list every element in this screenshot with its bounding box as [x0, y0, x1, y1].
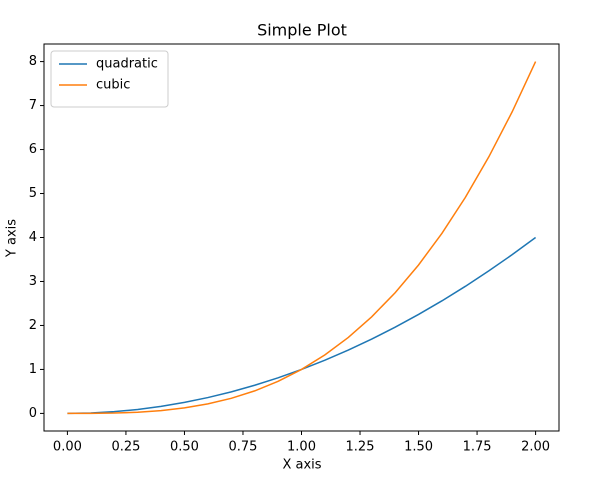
y-axis-label: Y axis — [5, 219, 20, 258]
x-tick-label: 0.50 — [170, 440, 199, 455]
y-tick-label: 2 — [29, 318, 37, 333]
x-tick-label: 1.25 — [346, 440, 375, 455]
x-tick-label: 0.25 — [111, 440, 140, 455]
y-tick-label: 6 — [29, 142, 37, 157]
x-axis-label: X axis — [282, 458, 321, 473]
x-tick-label: 1.50 — [404, 440, 433, 455]
legend-box — [50, 50, 169, 108]
y-tick-label: 1 — [29, 362, 37, 377]
line-series — [67, 61, 537, 415]
y-tick-label: 0 — [29, 406, 37, 421]
x-tick-label: 2.00 — [521, 440, 550, 455]
y-tick-label: 5 — [29, 186, 37, 201]
chart-title: Simple Plot — [257, 21, 347, 40]
y-tick-label: 7 — [29, 98, 37, 113]
plot-frame — [43, 43, 560, 432]
x-tick-label: 0.00 — [53, 440, 82, 455]
y-tick-label: 3 — [29, 274, 37, 289]
legend-label: cubic — [96, 78, 130, 93]
x-tick-label: 1.75 — [463, 440, 492, 455]
y-tick-label: 4 — [29, 230, 37, 245]
x-tick-label: 1.00 — [287, 440, 316, 455]
y-tick-label: 8 — [29, 54, 37, 69]
legend-label: quadratic — [96, 57, 158, 72]
x-tick-label: 0.75 — [229, 440, 258, 455]
